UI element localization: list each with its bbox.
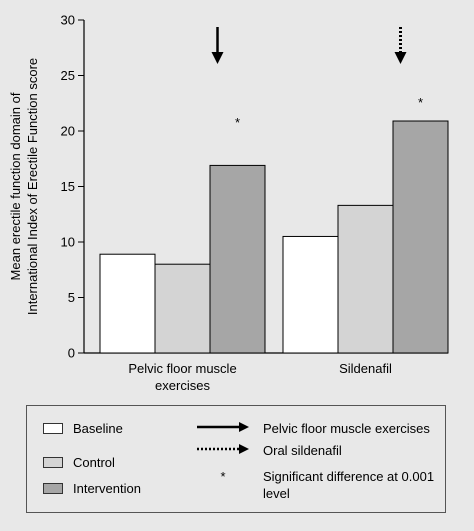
legend-swatch-intervention [43,483,63,494]
y-axis-label-line1: Mean erectile function domain of [8,92,23,280]
legend-label: Control [73,455,115,470]
legend-swatch-control [43,457,63,468]
y-axis-label-line2: International Index of Erectile Function… [25,58,40,315]
legend-item-baseline: Baseline [43,420,123,437]
arrow-head [211,52,224,64]
star-icon: * [220,469,226,484]
bar-baseline-1 [282,235,339,354]
y-tick-label: 30 [61,13,75,28]
bar-baseline-0 [99,253,156,354]
bar-intervention-1 [392,120,449,354]
y-tick-label: 5 [68,290,75,305]
x-tick-label: exercises [155,378,210,393]
solid-arrow-icon [211,27,224,64]
bar-control-0 [154,263,211,354]
y-tick-label: 20 [61,124,75,139]
x-tick-label: Pelvic floor muscle [128,361,236,376]
solid-arrow-icon [195,420,251,434]
legend: Baseline Control Intervention Pelvic flo… [26,405,446,513]
legend-label: Baseline [73,421,123,436]
legend-item-control: Control [43,454,115,471]
legend-item-significance: * Significant difference at 0.001 level [195,468,463,502]
x-tick-label: Sildenafil [339,361,392,376]
bar-chart: 0 5 10 15 20 25 30 Mean erectile function domai… [8,13,449,393]
legend-swatch-baseline [43,423,63,434]
y-tick-label: 25 [61,68,75,83]
legend-item-intervention: Intervention [43,480,141,497]
dotted-arrow-icon [195,442,251,456]
legend-item-sildenafil-arrow: Oral sildenafil [195,442,463,459]
legend-item-pfme-arrow: Pelvic floor muscle exercises [195,420,463,437]
arrow-head [394,52,407,64]
legend-label: Intervention [73,481,141,496]
axis-layer: 0 5 10 15 20 25 30 Mean erectile function domai… [8,13,448,393]
legend-label: Pelvic floor muscle exercises [263,421,430,436]
bar-layer [99,120,449,354]
legend-label: Oral sildenafil [263,443,342,458]
legend-label: Significant difference at 0.001 level [263,469,435,501]
y-tick-label: 10 [61,235,75,250]
y-tick-label: 15 [61,179,75,194]
significance-star: * [418,95,423,110]
annotation-layer: ** [211,27,423,130]
bar-control-1 [337,204,394,354]
y-tick-label: 0 [68,346,75,361]
bar-intervention-0 [209,164,266,354]
dotted-arrow-icon [394,27,407,64]
significance-star: * [235,115,240,130]
